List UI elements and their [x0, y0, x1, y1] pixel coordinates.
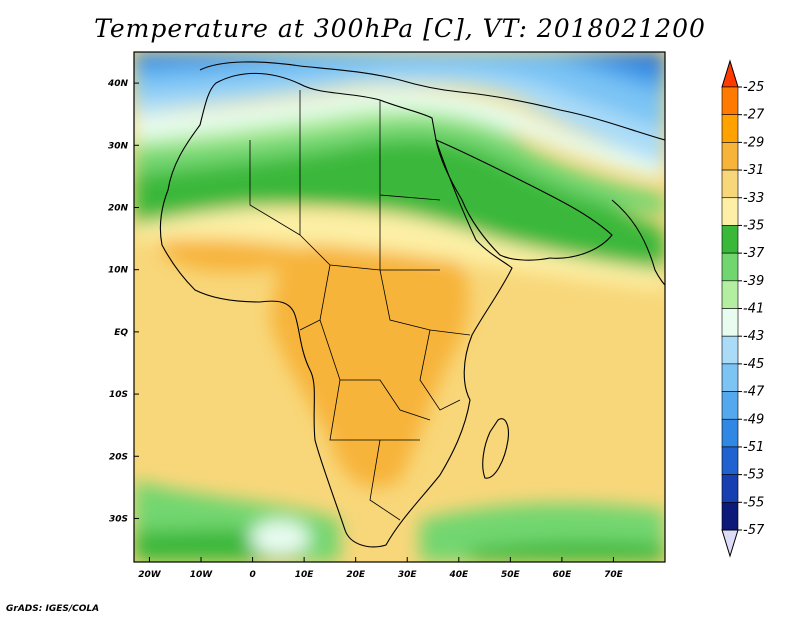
lat-tick-label: 30S	[109, 514, 128, 524]
colorbar-label: -45	[743, 357, 764, 372]
europe-coast	[199, 61, 665, 141]
colorbar-swatch	[721, 335, 739, 365]
colorbar-label: -29	[743, 135, 764, 150]
colorbar-label: -25	[743, 80, 764, 95]
colorbar-swatch	[721, 169, 739, 199]
colorbar-label: -53	[743, 468, 764, 483]
colorbar-top-arrow	[721, 59, 739, 88]
colorbar-label: -41	[743, 302, 764, 317]
madagascar-outline	[482, 418, 509, 479]
colorbar-swatch	[721, 225, 739, 254]
lon-tick-label: 10W	[190, 570, 214, 580]
lat-tick-label: 40N	[107, 79, 129, 89]
colorbar-label: -55	[743, 495, 764, 510]
colorbar-swatch	[721, 446, 739, 475]
lat-tick-label: 20S	[109, 452, 128, 462]
coastlines	[159, 61, 665, 548]
colorbar-swatch	[721, 363, 739, 392]
colorbar-swatch	[721, 418, 739, 448]
lat-tick-label: 10N	[108, 266, 129, 276]
colorbar-label: -43	[743, 329, 764, 344]
colorbar-label: -39	[743, 274, 764, 289]
colorbar-label: -35	[743, 218, 764, 233]
colorbar-swatch	[721, 391, 739, 420]
colorbar: -25 -27 -29 -31 -33 -35 -37 -39 -41 -43 -45 -47 -49 -…	[721, 59, 765, 558]
lon-tick-label: 70E	[604, 570, 624, 580]
lon-tick-label: 50E	[501, 570, 521, 580]
colorbar-label: -33	[743, 191, 764, 206]
lon-tick-label: 0	[249, 570, 255, 580]
colorbar-label: -31	[743, 163, 764, 178]
lon-tick-label: 30E	[398, 570, 418, 580]
plot-frame	[133, 51, 666, 563]
lon-tick-label: 20E	[346, 570, 366, 580]
colorbar-swatch	[721, 252, 739, 282]
grads-credit: GrADS: IGES/COLA	[6, 604, 100, 614]
colorbar-swatch	[721, 308, 739, 337]
colorbar-label: -51	[743, 440, 764, 455]
lon-tick-label: 20W	[138, 570, 162, 580]
colorbar-swatch	[721, 474, 739, 503]
colorbar-label: -49	[743, 412, 764, 427]
colorbar-swatch	[721, 502, 739, 531]
temperature-field	[134, 52, 665, 562]
lon-tick-label: 60E	[553, 570, 573, 580]
lon-tick-label: 40E	[448, 570, 469, 580]
lat-tick-label: 10S	[109, 390, 128, 400]
latitude-ticks: 40N 30N 20N 10N EQ 10S 20S 30S	[107, 79, 139, 524]
lat-tick-label: 20N	[108, 203, 129, 213]
internal-borders	[249, 90, 471, 521]
colorbar-label: -27	[743, 108, 765, 123]
africa-outline	[159, 72, 513, 548]
colorbar-bottom-arrow	[721, 529, 739, 558]
longitude-ticks: 20W 10W 0 10E 20E 30E 40E 50E 60E 70E	[138, 557, 624, 580]
arabian-peninsula-outline	[435, 139, 613, 261]
lat-tick-label: 30N	[108, 141, 129, 151]
india-outline	[611, 199, 665, 286]
colorbar-swatch	[721, 280, 739, 309]
lon-tick-label: 10E	[295, 570, 315, 580]
colorbar-swatch	[721, 142, 739, 171]
colorbar-swatch	[721, 86, 739, 115]
map-title: Temperature at 300hPa [C], VT: 201802120…	[94, 14, 706, 43]
lat-tick-label: EQ	[114, 328, 128, 338]
colorbar-label: -37	[743, 246, 765, 261]
colorbar-label: -57	[743, 523, 765, 538]
colorbar-swatch	[721, 114, 739, 143]
colorbar-swatch	[721, 197, 739, 226]
colorbar-label: -47	[743, 385, 765, 400]
